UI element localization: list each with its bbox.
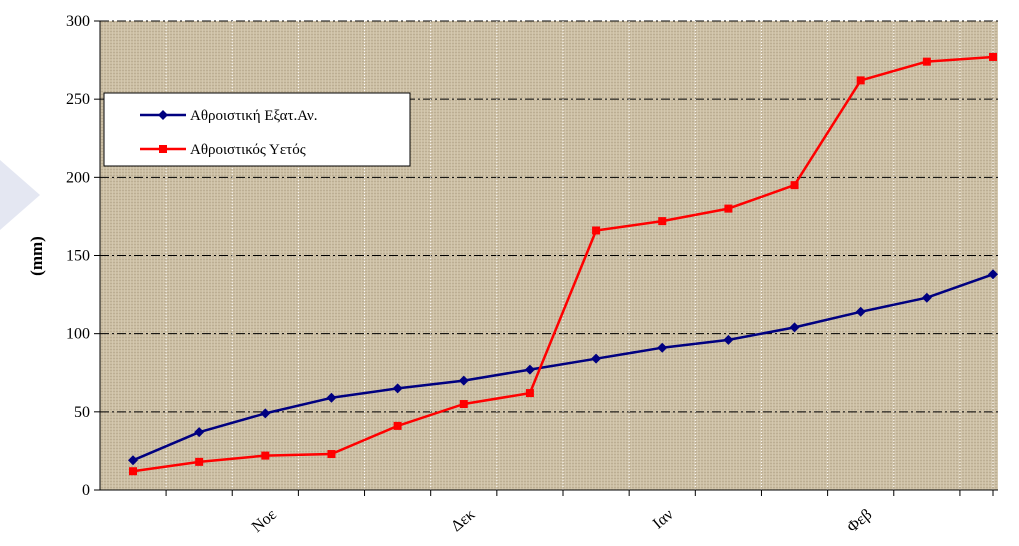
series-1-point-0	[128, 455, 138, 466]
series-1-point-6	[524, 364, 535, 375]
legend-item-series-1: Αθροιστική Εξατ.Αν.	[140, 108, 318, 124]
series-2-point-4	[393, 421, 402, 430]
series-2-point-6	[525, 389, 534, 398]
series-2-point-7	[592, 226, 601, 235]
series-2-point-10	[790, 181, 799, 190]
series-1-point-2	[260, 408, 271, 419]
series-2-point-5	[459, 400, 468, 409]
horizontal-gridlines	[100, 20, 998, 413]
series-1-point-7	[591, 353, 602, 364]
series-2-point-3	[327, 450, 336, 459]
y-tick-label-50: 50	[74, 404, 90, 421]
legend-box	[103, 92, 411, 167]
series-1-point-13	[988, 269, 998, 280]
x-tick-label-3: Φεβ	[844, 506, 875, 536]
series-1-point-4	[392, 383, 403, 394]
series-line-2	[132, 55, 994, 473]
series-1-point-9	[723, 334, 734, 345]
y-tick-label-200: 200	[66, 169, 90, 186]
series-2-point-8	[658, 217, 667, 226]
series-1-point-8	[657, 342, 668, 353]
series-2-point-12	[922, 57, 931, 66]
series-1-point-12	[921, 292, 932, 303]
legend-label-series-2: Αθροιστικός Υετός	[190, 142, 306, 158]
x-tick-label-1: Δεκ	[448, 506, 478, 535]
y-axis-label: (mm)	[27, 236, 46, 276]
series-1-point-3	[326, 392, 337, 403]
decorative-watermark-shape	[0, 160, 40, 230]
y-tick-label-100: 100	[66, 326, 90, 343]
y-ticks: 0 50 100 150 200 250 300	[66, 13, 100, 499]
x-tick-label-0: Νοε	[249, 506, 280, 536]
legend: Αθροιστική Εξατ.Αν. Αθροιστικός Υετός	[103, 92, 411, 167]
y-tick-label-0: 0	[82, 482, 90, 499]
series-2-point-9	[724, 204, 733, 213]
series-2-point-13	[989, 52, 997, 61]
y-tick-label-300: 300	[66, 13, 90, 30]
series-2-point-1	[195, 457, 204, 466]
legend-item-series-2: Αθροιστικός Υετός	[140, 142, 306, 158]
legend-marker-series-1	[158, 110, 168, 120]
legend-marker-series-2	[159, 145, 167, 153]
series-1-point-10	[789, 322, 800, 333]
x-tick-label-2: Ιαν	[650, 506, 677, 532]
series-2-point-0	[129, 467, 137, 476]
series-1-point-11	[855, 306, 866, 317]
series-2-point-2	[261, 451, 270, 460]
series-1-point-5	[458, 375, 469, 386]
series-1-point-1	[194, 427, 205, 438]
y-tick-label-150: 150	[66, 248, 90, 265]
series-line-1	[132, 273, 994, 462]
series-2-point-11	[856, 76, 865, 85]
y-tick-label-250: 250	[66, 91, 90, 108]
legend-label-series-1: Αθροιστική Εξατ.Αν.	[190, 108, 318, 124]
x-ticks: Νοε Δεκ Ιαν Φεβ	[165, 490, 994, 536]
series-layer	[128, 52, 998, 476]
